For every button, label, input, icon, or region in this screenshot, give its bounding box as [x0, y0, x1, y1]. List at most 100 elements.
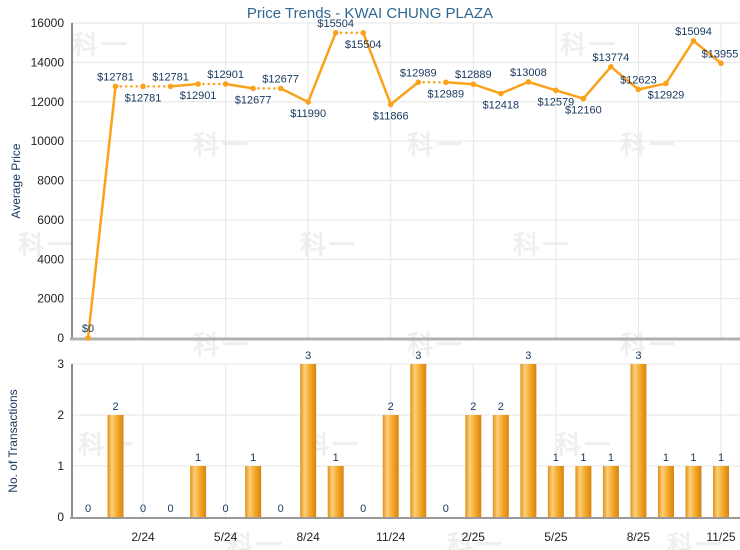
x-tick-label: 2/24 — [131, 530, 155, 544]
price-point-label: $11866 — [373, 110, 409, 122]
price-y-tick-label: 0 — [57, 331, 64, 345]
bar-value-label: 2 — [388, 401, 394, 413]
price-point-label: $12781 — [152, 71, 189, 83]
price-line-segment — [225, 82, 254, 90]
price-y-axis-label: Average Price — [9, 143, 23, 219]
price-point-label: $13008 — [510, 67, 547, 79]
price-line-segment — [638, 82, 667, 91]
price-point-marker — [525, 79, 532, 85]
price-line-segment — [610, 65, 640, 91]
price-point-label: $13955 — [702, 48, 739, 60]
transaction-bar — [602, 466, 619, 517]
transaction-bar — [520, 364, 537, 517]
bar-value-label: 1 — [250, 452, 256, 464]
bar-value-label: 0 — [223, 503, 229, 515]
price-point-marker — [85, 335, 91, 341]
bar-value-label: 1 — [195, 452, 201, 464]
transaction-bar — [492, 415, 509, 517]
bar-value-label: 1 — [553, 452, 559, 464]
transactions-y-tick-label: 1 — [57, 459, 64, 473]
price-line-segment — [555, 89, 584, 100]
price-point-label: $12901 — [207, 69, 244, 81]
price-point-marker — [498, 90, 504, 97]
price-point-marker — [415, 79, 422, 86]
price-point-marker — [305, 99, 311, 105]
price-line-segment — [86, 86, 117, 339]
bar-value-label: 3 — [415, 350, 421, 362]
price-point-label: $12418 — [482, 100, 519, 112]
price-point-marker — [718, 60, 724, 67]
price-point-label: $12781 — [125, 92, 162, 104]
price-line-segment — [307, 32, 337, 103]
price-point-marker — [635, 86, 642, 93]
transaction-bar — [547, 466, 564, 517]
bar-value-label: 0 — [140, 503, 146, 515]
price-line-segment — [445, 81, 474, 86]
price-point-label: $12901 — [180, 90, 217, 102]
bar-value-label: 1 — [718, 452, 724, 464]
price-line-segment — [500, 80, 529, 95]
price-line-segment — [472, 83, 502, 95]
transaction-bar — [685, 466, 702, 517]
price-point-marker — [277, 85, 284, 92]
price-point-label: $0 — [82, 323, 94, 335]
price-line-segment — [692, 39, 722, 65]
price-line-segment — [527, 80, 557, 92]
transaction-bar — [190, 466, 207, 517]
price-point-label: $13774 — [593, 52, 630, 64]
price-point-marker — [608, 64, 614, 70]
transaction-bar — [575, 466, 592, 517]
bar-value-label: 3 — [635, 350, 641, 362]
bar-value-label: 1 — [608, 452, 614, 464]
price-point-marker — [553, 87, 559, 94]
x-tick-label: 11/24 — [376, 530, 405, 544]
price-point-label: $15504 — [317, 18, 354, 30]
price-point-label: $12929 — [648, 89, 685, 101]
price-line-segment — [362, 32, 392, 105]
price-point-marker — [167, 83, 174, 90]
price-y-tick-label: 10000 — [31, 134, 65, 148]
bar-value-label: 1 — [690, 452, 696, 464]
bar-value-label: 0 — [278, 503, 284, 515]
price-point-marker — [580, 95, 587, 102]
price-point-marker — [442, 79, 449, 86]
bar-value-label: 0 — [360, 503, 366, 515]
price-point-label: $12989 — [427, 88, 464, 100]
price-point-marker — [222, 81, 229, 87]
price-point-marker — [140, 83, 146, 90]
price-point-label: $12579 — [538, 96, 575, 108]
price-point-marker — [112, 83, 119, 90]
price-line-segment — [389, 81, 420, 106]
price-point-marker — [332, 29, 339, 36]
transaction-bar — [245, 466, 262, 517]
price-point-marker — [690, 38, 697, 44]
bar-value-label: 3 — [305, 350, 311, 362]
price-point-marker — [663, 80, 669, 87]
price-point-label: $15094 — [675, 26, 712, 38]
price-y-tick-label: 8000 — [37, 174, 64, 188]
bar-value-label: 2 — [498, 401, 504, 413]
x-tick-label: 2/25 — [462, 530, 486, 544]
price-y-tick-label: 16000 — [31, 16, 65, 30]
price-point-label: $12677 — [262, 73, 299, 85]
price-point-label: $12889 — [455, 69, 492, 81]
transactions-y-tick-label: 0 — [57, 510, 64, 524]
bar-value-label: 0 — [168, 503, 174, 515]
price-y-tick-label: 6000 — [37, 213, 64, 227]
price-point-marker — [387, 101, 394, 108]
x-tick-label: 5/25 — [544, 530, 568, 544]
price-point-marker — [195, 81, 201, 87]
bar-value-label: 2 — [470, 401, 476, 413]
transaction-bar — [410, 364, 427, 517]
price-point-label: $12623 — [620, 74, 657, 86]
price-point-label: $15504 — [345, 39, 382, 51]
transaction-bar — [630, 364, 647, 517]
price-y-tick-label: 2000 — [37, 292, 64, 306]
price-point-label: $12781 — [97, 71, 134, 83]
transaction-bar — [657, 466, 674, 517]
bar-value-label: 0 — [443, 503, 449, 515]
transaction-bar — [107, 415, 124, 517]
x-tick-label: 8/25 — [627, 530, 651, 544]
